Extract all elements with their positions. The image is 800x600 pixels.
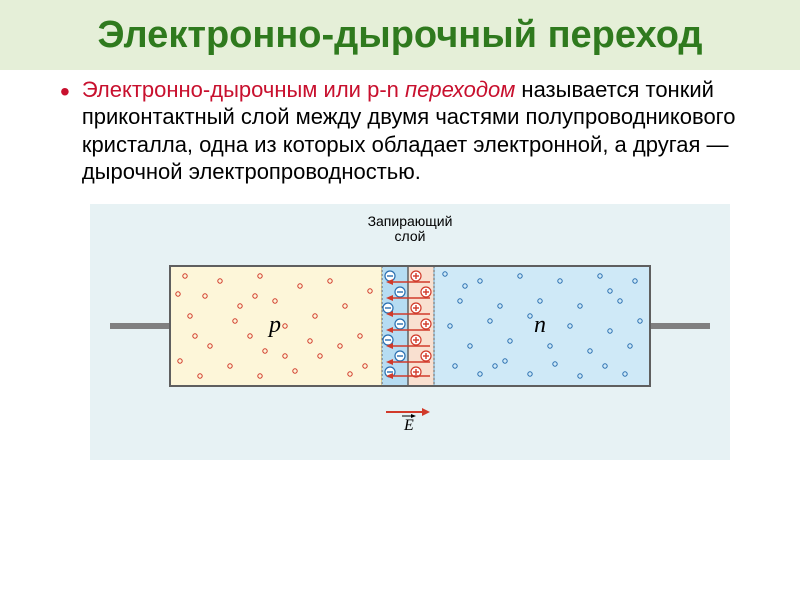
bullet-dot-icon: •	[60, 78, 70, 106]
def-pn: p-n	[367, 77, 399, 102]
label-p: p	[267, 312, 281, 338]
title-bar: Электронно-дырочный переход	[0, 0, 800, 70]
pn-junction-diagram: p n E	[110, 246, 710, 436]
e-vector-head-icon	[422, 408, 430, 416]
bullet-paragraph: • Электронно-дырочным или p-n переходом …	[60, 76, 760, 186]
def-transition: переходом	[399, 77, 522, 102]
diagram-caption: Запирающий слой	[100, 214, 720, 245]
diagram-panel: Запирающий слой p n E	[90, 204, 730, 461]
caption-line2: слой	[395, 228, 426, 244]
content-area: • Электронно-дырочным или p-n переходом …	[0, 70, 800, 461]
def-part1: Электронно-дырочным или	[82, 77, 367, 102]
label-e-vector: E	[403, 417, 414, 434]
definition-text: Электронно-дырочным или p-n переходом на…	[82, 76, 760, 186]
caption-line1: Запирающий	[368, 213, 453, 229]
page-title: Электронно-дырочный переход	[20, 14, 780, 58]
label-n: n	[534, 312, 546, 338]
